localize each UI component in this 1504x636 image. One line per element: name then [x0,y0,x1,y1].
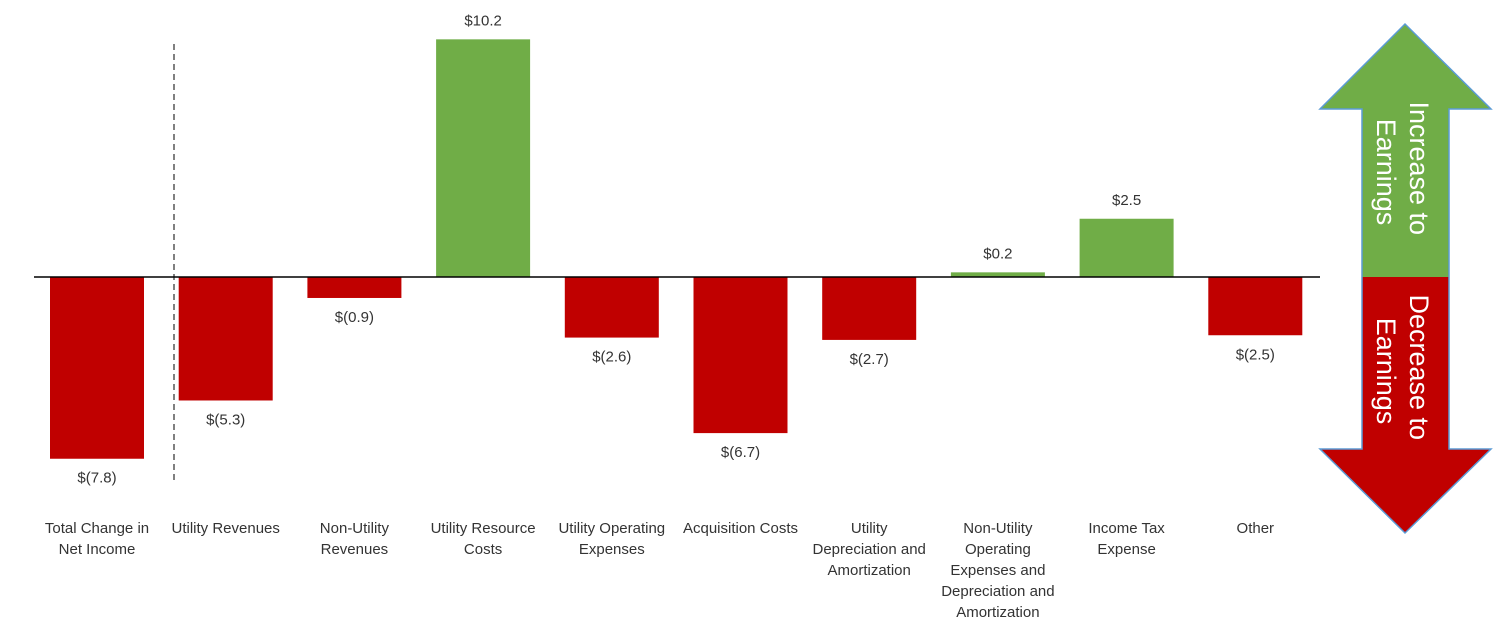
category-label-0: Total Change in Net Income [45,520,149,558]
increase-label-line-1: Increase to [1404,101,1434,235]
category-label-6-line-0: Utility [851,520,888,537]
category-label-7-line-3: Depreciation and [941,583,1054,600]
category-label-8-line-0: Income Tax [1088,520,1165,537]
earnings-direction-arrow: Increase to Earnings Decrease to Earning… [1318,22,1493,535]
decrease-label: Decrease to Earnings [1371,294,1434,447]
data-labels-group: $(7.8) $(5.3) $(0.9) $10.2 $(2.6) $(6.7) $(2.7… [77,12,1274,486]
category-label-0-line-0: Total Change in [45,520,149,537]
category-label-8-line-1: Expense [1097,541,1155,558]
category-label-3-line-1: Costs [464,541,502,558]
category-label-7: Non-Utility Operating Expenses and Deprecia… [941,520,1054,621]
category-label-6-line-2: Amortization [828,562,911,579]
category-label-7-line-2: Expenses and [950,562,1045,579]
category-label-5: Acquisition Costs [683,520,798,537]
data-label-2: $(0.9) [335,309,374,326]
category-label-4-line-1: Expenses [579,541,645,558]
category-label-3: Utility Resource Costs [431,520,536,558]
data-label-0: $(7.8) [77,470,116,487]
bars-group [50,39,1303,459]
category-label-7-line-1: Operating [965,541,1031,558]
data-label-8: $2.5 [1112,192,1141,209]
category-label-8: Income Tax Expense [1088,520,1165,558]
data-label-9: $(2.5) [1236,346,1275,363]
category-label-3-line-0: Utility Resource [431,520,536,537]
category-label-5-line-0: Acquisition Costs [683,520,798,537]
data-label-1: $(5.3) [206,411,245,428]
bar-5 [693,277,788,434]
category-label-2-line-0: Non-Utility [320,520,390,537]
bar-6 [822,277,917,340]
data-label-5: $(6.7) [721,444,760,461]
category-label-6-line-1: Depreciation and [812,541,925,558]
data-label-7: $0.2 [983,245,1012,262]
category-label-9-line-0: Other [1237,520,1275,537]
bar-4 [564,277,659,338]
data-label-3: $10.2 [464,12,502,29]
category-label-4: Utility Operating Expenses [558,520,665,558]
category-label-7-line-4: Amortization [956,604,1039,621]
category-label-0-line-1: Net Income [59,541,136,558]
bar-8 [1079,218,1174,277]
arrow-outline [1318,22,1493,535]
category-label-2: Non-Utility Revenues [320,520,390,558]
category-label-1: Utility Revenues [172,520,280,537]
bar-9 [1208,277,1303,336]
category-label-9: Other [1237,520,1275,537]
data-label-4: $(2.6) [592,349,631,366]
increase-label: Increase to Earnings [1371,101,1434,242]
bar-2 [307,277,402,298]
category-label-4-line-0: Utility Operating [558,520,665,537]
category-labels-group: Total Change in Net Income Utility Revenue… [45,520,1274,621]
decrease-label-line-2: Earnings [1371,318,1401,425]
data-label-6: $(2.7) [850,351,889,368]
bar-7 [950,272,1045,277]
category-label-7-line-0: Non-Utility [963,520,1033,537]
increase-label-line-2: Earnings [1371,119,1401,226]
category-label-6: Utility Depreciation and Amortization [812,520,925,579]
bar-0 [50,277,144,459]
decrease-label-line-1: Decrease to [1404,294,1434,440]
bar-3 [436,39,531,278]
category-label-1-line-0: Utility Revenues [172,520,280,537]
bar-1 [178,277,273,401]
category-label-2-line-1: Revenues [321,541,389,558]
